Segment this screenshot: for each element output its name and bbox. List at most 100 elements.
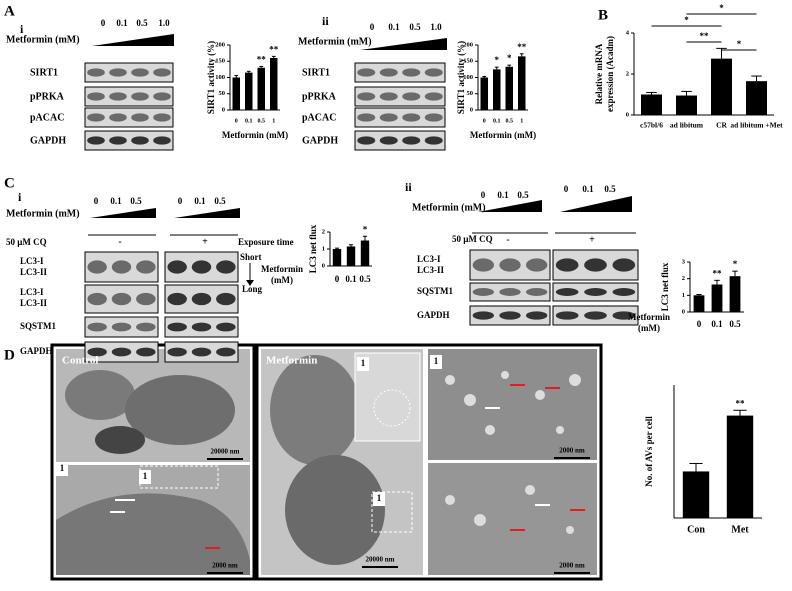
band — [357, 68, 376, 77]
cq-level: - — [118, 236, 121, 247]
x-axis-label: Metformin (mM) — [470, 130, 536, 140]
y-axis-label: LC3 net flux — [660, 262, 670, 311]
bar — [480, 77, 488, 110]
y-tick-label: 0 — [682, 308, 685, 315]
x-tick-label: 0.1 — [345, 274, 357, 284]
exposure-level: Short — [240, 252, 262, 262]
y-tick-label: 100 — [215, 74, 225, 81]
band — [136, 322, 156, 332]
dose-label: 1.0 — [430, 22, 442, 32]
bar — [257, 67, 265, 110]
band — [131, 113, 149, 122]
dose-label: 0 — [481, 190, 486, 200]
y-tick-label: 2 — [682, 275, 685, 282]
band — [131, 136, 149, 145]
inset-label: 1 — [377, 493, 382, 503]
x-tick-label: 0.5 — [729, 319, 741, 329]
row-label: SQSTM1 — [20, 321, 57, 331]
panel-label: ii — [322, 14, 329, 28]
cq-level: + — [589, 234, 595, 245]
band — [87, 92, 105, 101]
row-label: SIRT1 — [30, 67, 58, 78]
significance: * — [684, 15, 689, 25]
inset-tag — [430, 355, 442, 369]
y-axis-label: Relative mRNA — [594, 43, 604, 104]
bar — [505, 66, 513, 110]
treatment-label: Metformin (mM) — [298, 36, 372, 47]
y-tick-label: 1 — [682, 292, 685, 299]
bar — [360, 240, 370, 266]
band — [402, 68, 421, 77]
inset-label: 1 — [361, 358, 366, 368]
band — [357, 92, 376, 101]
inset-circle — [373, 389, 411, 427]
y-tick-label: 0 — [626, 111, 629, 118]
blot — [84, 86, 174, 107]
bar — [245, 72, 253, 110]
band — [87, 136, 105, 145]
dose-label: 0 — [178, 196, 183, 206]
band — [87, 260, 107, 274]
row-label: LC3-II — [20, 267, 48, 277]
vacuoles — [445, 371, 581, 534]
band — [555, 311, 579, 320]
x-tick-label: 0 — [483, 118, 486, 124]
y-tick-label: 0 — [222, 106, 225, 113]
dose-label: 0.1 — [388, 22, 400, 32]
dose-label: 0.1 — [110, 196, 122, 206]
row-label: GAPDH — [20, 346, 53, 356]
bar — [726, 415, 754, 518]
scale-bar-label: 2000 nm — [559, 562, 585, 570]
bar — [682, 471, 710, 518]
significance: * — [719, 3, 724, 13]
x-axis-label: Metformin — [628, 312, 670, 322]
y-tick-label: 2 — [626, 70, 629, 77]
row-label: LC3-II — [417, 265, 445, 275]
x-tick-label: 0.1 — [493, 118, 501, 124]
significance: * — [363, 224, 368, 234]
dose-label: 0.5 — [604, 184, 616, 194]
exposure-level: Long — [242, 284, 263, 294]
scale-bar-label: 2000 nm — [559, 447, 585, 455]
arrows — [110, 384, 585, 549]
band — [499, 311, 521, 320]
y-tick-label: 1 — [322, 245, 325, 252]
x-axis-label: (mM) — [271, 275, 293, 285]
row-label: LC3-I — [20, 287, 44, 297]
band — [167, 260, 187, 274]
band — [402, 92, 421, 101]
row-label: LC3-I — [20, 256, 44, 266]
dose-label: 0.5 — [136, 18, 148, 28]
band — [153, 113, 171, 122]
band — [131, 68, 149, 77]
bar — [493, 69, 501, 110]
band — [131, 92, 149, 101]
row-label: pACAC — [302, 112, 336, 123]
y-axis-label: expression (Acadm) — [605, 36, 615, 112]
dose-label: 0.1 — [582, 184, 594, 194]
band — [153, 68, 171, 77]
significance: * — [495, 55, 500, 65]
y-tick-label: 2 — [322, 228, 325, 235]
x-axis-label: (mM) — [638, 323, 660, 333]
x-tick-label: Met — [731, 524, 749, 535]
x-tick-label: CR — [716, 121, 727, 130]
blot — [84, 62, 174, 83]
row-label: LC3-I — [417, 254, 441, 264]
band — [499, 258, 521, 272]
inset-tag — [373, 492, 385, 506]
panel-label: ii — [405, 180, 412, 194]
significance: ** — [257, 55, 267, 65]
x-tick-label: 1 — [520, 118, 523, 124]
band — [472, 288, 495, 296]
bar — [232, 77, 240, 110]
band — [424, 136, 443, 145]
cell — [95, 426, 145, 454]
dose-wedge — [90, 208, 156, 218]
band — [555, 258, 579, 272]
metformin-frame — [255, 343, 603, 581]
band — [216, 322, 236, 332]
inset-label: 1 — [60, 463, 65, 473]
scale-bar-label: 2000 nm — [212, 562, 238, 570]
